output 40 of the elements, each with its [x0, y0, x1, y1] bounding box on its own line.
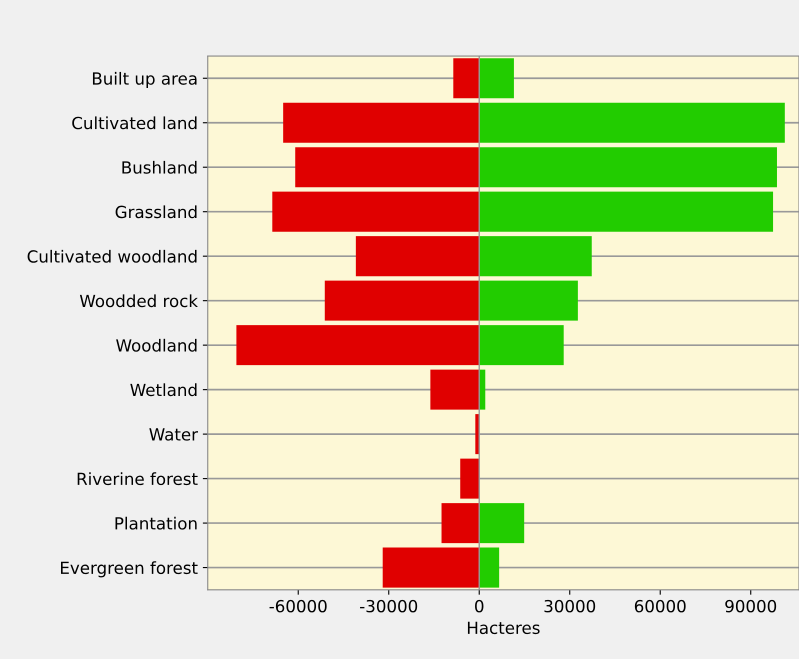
- bar: [283, 102, 480, 143]
- x-tick-label: 90000: [725, 600, 776, 612]
- x-tick-label: 0: [475, 600, 484, 612]
- bar: [479, 280, 578, 321]
- bar: [382, 548, 480, 588]
- bar: [479, 548, 500, 588]
- bar: [442, 503, 480, 544]
- y-tick-label: Woodded rock: [80, 294, 198, 308]
- bar: [453, 58, 480, 98]
- bar: [479, 192, 774, 232]
- bar: [236, 325, 480, 366]
- y-tick-label: Grassland: [116, 205, 197, 218]
- y-tick-label: Wetland: [130, 383, 197, 396]
- bar: [324, 280, 480, 321]
- bar: [356, 236, 480, 276]
- bar: [479, 58, 514, 98]
- bar: [272, 192, 480, 232]
- bar: [479, 102, 785, 143]
- bar: [430, 370, 480, 410]
- y-tick-label: Bushland: [122, 160, 197, 174]
- y-tick-label: Plantation: [116, 516, 197, 530]
- bar: [479, 147, 777, 188]
- bar: [479, 503, 524, 544]
- bar: [460, 458, 480, 499]
- bar: [479, 236, 592, 276]
- bar: [295, 147, 480, 188]
- x-axis-title: Hacteres: [468, 622, 540, 634]
- y-tick-label: Water: [149, 428, 198, 441]
- y-tick-label: Built up area: [92, 72, 197, 88]
- y-tick-label: Cultivated land: [72, 116, 196, 130]
- y-tick-label: Cultivated woodland: [28, 250, 196, 263]
- y-tick-label: Riverine forest: [78, 472, 198, 486]
- y-tick-label: Woodland: [116, 338, 196, 352]
- y-tick-label: Evergreen forest: [61, 561, 198, 578]
- x-tick-label: -60000: [270, 600, 327, 612]
- x-tick-label: 60000: [634, 600, 686, 612]
- bar: [479, 325, 564, 366]
- x-tick-label: -30000: [360, 600, 418, 612]
- x-tick-label: 30000: [544, 600, 596, 612]
- bar: [479, 370, 486, 410]
